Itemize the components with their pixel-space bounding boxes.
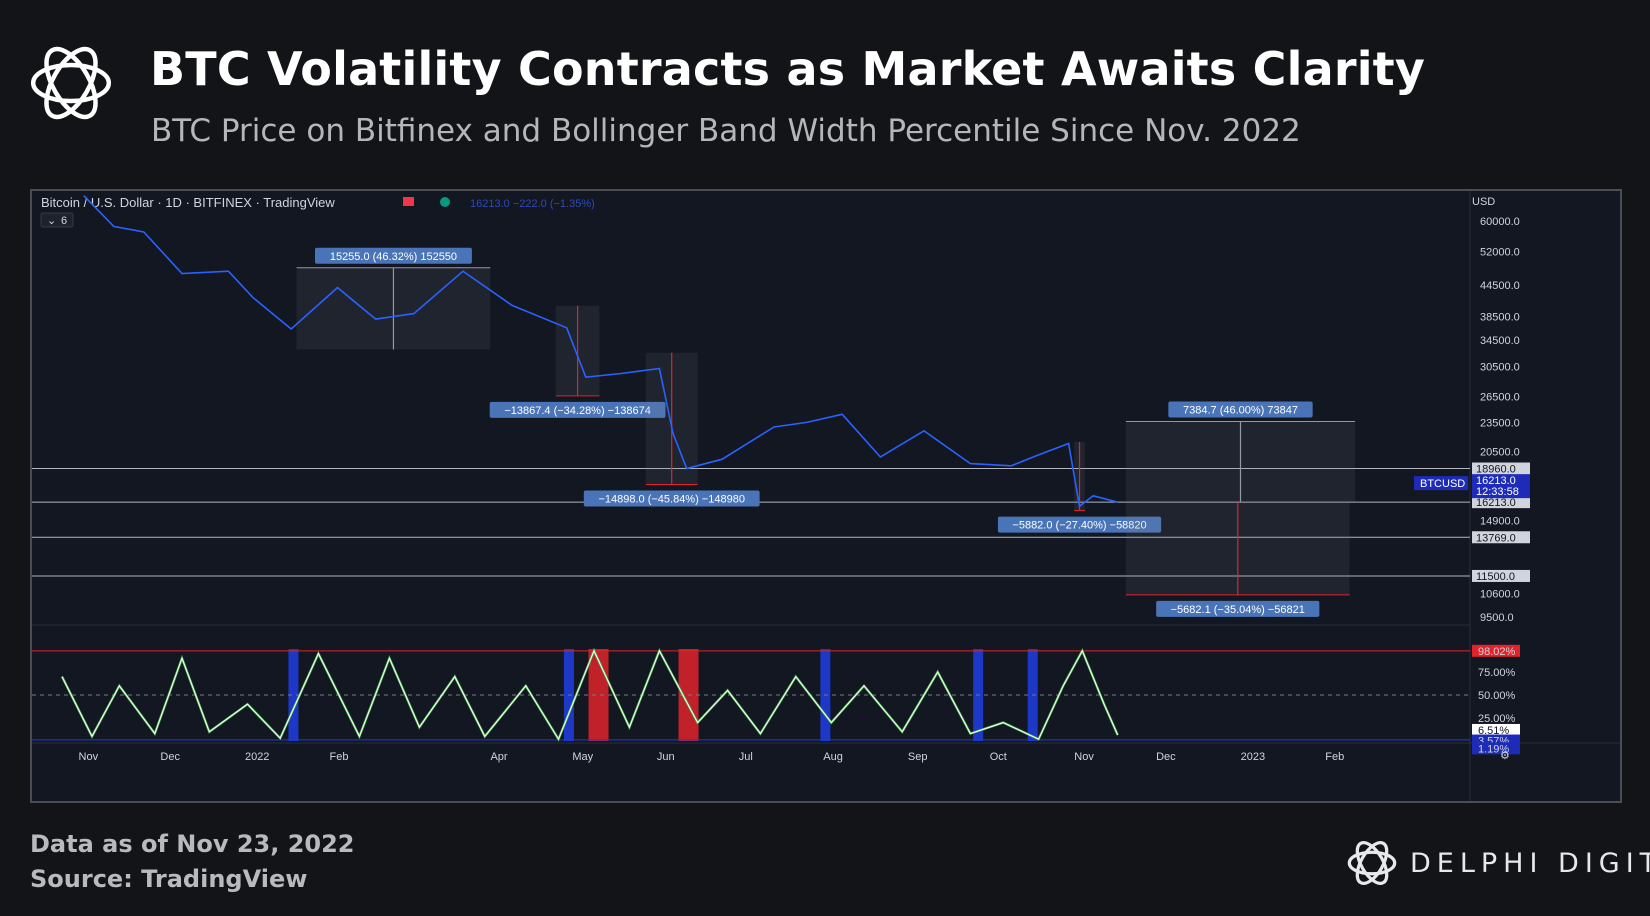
measure-label-box[interactable] [1168,401,1313,418]
time-tick-label: Feb [330,751,349,763]
time-tick-label: Jul [739,751,753,763]
time-tick-label: Nov [79,751,99,763]
measure-label: 15255.0 (46.32%) 152550 [330,251,457,263]
delphi-brand-icon [1347,841,1397,885]
measure-label-box[interactable] [997,516,1162,533]
flag-icon[interactable] [403,197,414,206]
level-tag-label: 13769.0 [1476,532,1516,544]
measure-label: 7384.7 (46.00%) 73847 [1183,405,1298,417]
level-tag [1472,496,1530,509]
time-tick-label: Jun [657,751,675,763]
level-tag [1472,569,1530,582]
price-tick-label: 38500.0 [1480,311,1520,323]
price-tick-label: 44500.0 [1480,280,1520,292]
time-tick-label: Dec [1156,751,1176,763]
time-tick-label: Feb [1325,751,1344,763]
price-tick-label: 60000.0 [1480,216,1520,228]
bbwp-ma-line [61,649,1119,741]
indicator-count: 6 [61,215,67,227]
price-tick-label: 26500.0 [1480,392,1520,404]
bbwp-tick-label: 50.00% [1478,690,1516,702]
price-tick-label: 20500.0 [1480,447,1520,459]
symbol-tag [1414,476,1468,491]
brand-name: DELPHI DIGITAL [1410,848,1650,879]
time-tick-label: Sep [908,751,928,763]
measure-label-box[interactable] [1156,600,1320,617]
delphi-logo-icon [30,46,112,120]
measure-label: −14898.0 (−45.84%) −148980 [598,493,745,505]
time-tick-label: Dec [160,751,180,763]
measure-label-box[interactable] [583,490,760,507]
currency-label[interactable]: USD [1472,196,1495,208]
price-tick-label: 14900.0 [1480,515,1520,527]
footer-source: Source: TradingView [30,865,308,893]
measure-label: −5682.1 (−35.04%) −56821 [1171,604,1305,616]
bbwp-tick-label: 75.00% [1478,667,1516,679]
bbwp-tick-label: 6.51% [1478,725,1509,737]
bbwp-tick-label: 1.19% [1478,743,1509,755]
chevron-down-icon: ⌄ [47,215,56,227]
level-tag [1472,531,1530,544]
price-tag-value: 16213.0 [1476,475,1516,487]
level-tag-label: 16213.0 [1476,497,1516,509]
measure-label-box[interactable] [489,401,666,418]
settings-gear-icon[interactable]: ⚙ [1500,750,1510,762]
measure-label: −13867.4 (−34.28%) −138674 [504,405,651,417]
status-dot-icon [440,197,450,207]
bbwp-tick-label: 98.02% [1478,646,1516,658]
page-subtitle: BTC Price on Bitfinex and Bollinger Band… [151,113,1301,149]
time-tick-label: Oct [990,751,1007,763]
measure-label: −5882.0 (−27.40%) −58820 [1012,520,1146,532]
price-tick-label: 9500.0 [1480,612,1514,624]
price-tag [1472,474,1530,499]
time-tick-label: Apr [490,751,507,763]
measure-label-box[interactable] [315,247,472,264]
bbwp-tick-tag [1472,723,1520,736]
level-tag-label: 11500.0 [1476,571,1515,583]
price-tick-label: 34500.0 [1480,335,1520,347]
time-tick-label: May [572,751,593,763]
chart-panel[interactable]: Bitcoin / U.S. Dollar · 1D · BITFINEX · … [30,189,1622,803]
price-tick-label: 10600.0 [1480,588,1520,600]
symbol-tag-label: BTCUSD [1420,478,1465,490]
price-tick-label: 52000.0 [1480,247,1520,259]
chart-svg[interactable]: Bitcoin / U.S. Dollar · 1D · BITFINEX · … [32,191,1620,801]
chart-header-quote: 16213.0 −222.0 (−1.35%) [470,198,595,210]
price-tick-label: 30500.0 [1480,361,1520,373]
bbwp-tick-label: 25.00% [1478,713,1516,725]
footer-date: Data as of Nov 23, 2022 [30,830,355,858]
price-tag-countdown: 12:33:58 [1476,486,1519,498]
time-tick-label: Nov [1074,751,1094,763]
time-tick-label: 2023 [1241,751,1265,763]
level-tag [1472,462,1530,475]
time-tick-label: Aug [823,751,843,763]
bbwp-low-band [288,649,299,741]
price-tick-label: 23500.0 [1480,417,1520,429]
btc-price-line[interactable] [83,195,1118,508]
bbwp-tick-tag [1472,644,1520,657]
page-title: BTC Volatility Contracts as Market Await… [150,42,1426,96]
indicator-collapse-button[interactable] [40,212,74,228]
bbwp-tick-tag [1472,742,1520,755]
time-tick-label: 2022 [245,751,269,763]
level-tag-label: 18960.0 [1476,464,1516,476]
chart-header-text: Bitcoin / U.S. Dollar · 1D · BITFINEX · … [41,195,335,210]
